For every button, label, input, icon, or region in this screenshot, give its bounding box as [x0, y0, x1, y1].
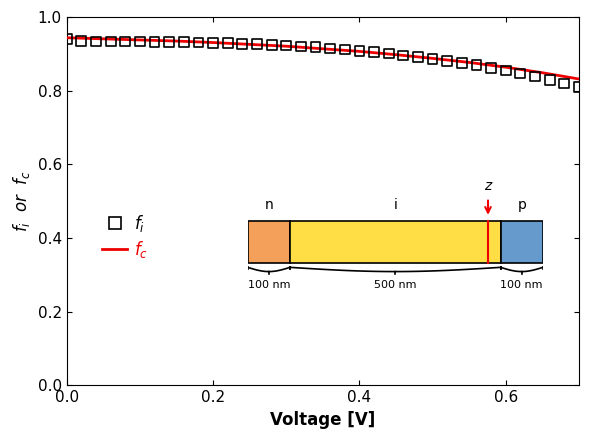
- Point: [516, 70, 525, 77]
- Point: [384, 50, 394, 57]
- Point: [559, 80, 569, 87]
- Point: [135, 38, 145, 45]
- Point: [223, 40, 232, 47]
- Point: [253, 40, 262, 48]
- Point: [91, 38, 101, 45]
- Text: 100 nm: 100 nm: [248, 280, 290, 290]
- X-axis label: Voltage [V]: Voltage [V]: [270, 411, 375, 429]
- Point: [428, 55, 437, 62]
- Point: [150, 38, 159, 45]
- Point: [369, 48, 379, 55]
- Point: [574, 84, 584, 91]
- Text: n: n: [264, 198, 273, 213]
- Point: [208, 39, 218, 46]
- Text: z: z: [484, 180, 491, 194]
- Point: [399, 52, 408, 59]
- Text: 500 nm: 500 nm: [374, 280, 417, 290]
- Point: [106, 38, 116, 45]
- Text: p: p: [517, 198, 526, 213]
- Point: [267, 41, 276, 48]
- Point: [501, 67, 510, 74]
- Point: [194, 39, 203, 46]
- Point: [311, 44, 320, 51]
- Bar: [290, 221, 501, 263]
- Point: [472, 62, 481, 69]
- Point: [296, 43, 306, 50]
- Text: 100 nm: 100 nm: [500, 280, 543, 290]
- Point: [530, 73, 540, 80]
- Bar: [248, 221, 290, 263]
- Point: [457, 60, 467, 67]
- Point: [62, 36, 71, 43]
- Point: [486, 64, 496, 71]
- Point: [120, 38, 130, 45]
- Point: [442, 58, 452, 65]
- Point: [179, 39, 189, 46]
- Point: [281, 42, 291, 49]
- Point: [340, 46, 349, 53]
- Point: [545, 76, 555, 83]
- Point: [238, 40, 247, 47]
- Point: [355, 48, 364, 55]
- Point: [77, 37, 86, 44]
- Point: [165, 39, 174, 46]
- Legend: $f_i$, $f_c$: $f_i$, $f_c$: [96, 206, 155, 267]
- Text: i: i: [394, 198, 397, 213]
- Y-axis label: $f_i$  or  $f_c$: $f_i$ or $f_c$: [11, 170, 32, 232]
- Bar: [501, 221, 543, 263]
- Point: [326, 45, 335, 52]
- Point: [413, 54, 422, 61]
